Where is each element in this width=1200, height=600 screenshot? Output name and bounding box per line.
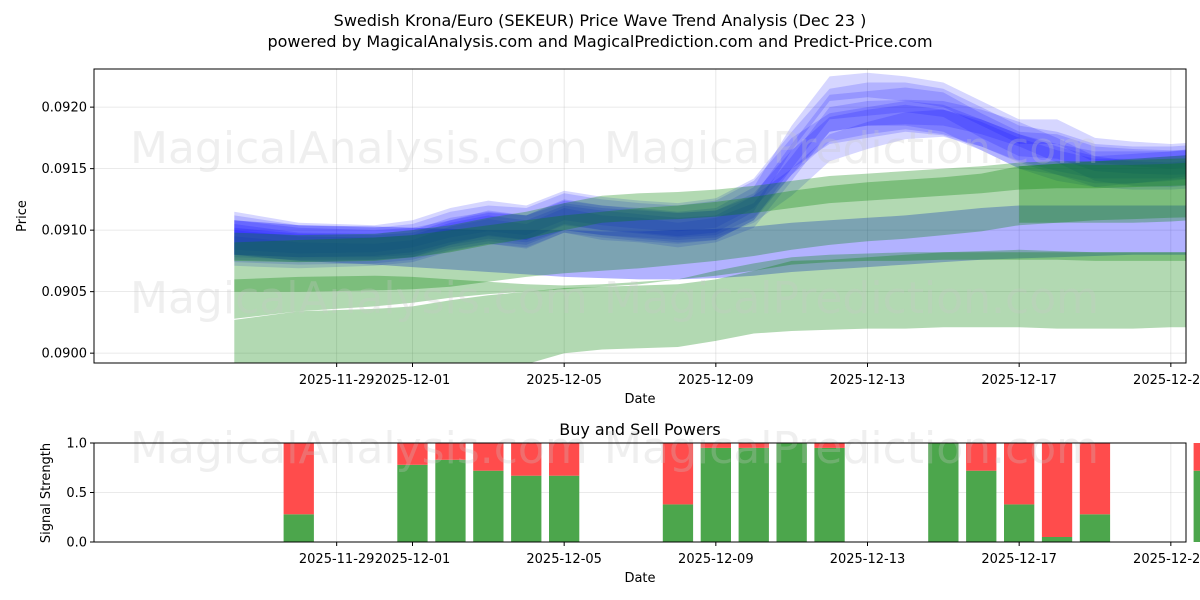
signal-x-tick-label: 2025-12-17 (981, 552, 1057, 567)
price-x-tick-label: 2025-12-09 (678, 373, 754, 388)
sell-bar (549, 443, 580, 476)
signal-panel: Buy and Sell Powers MagicalAnalysis.com … (39, 420, 1200, 586)
sell-bar (397, 443, 428, 465)
buy-bar (966, 470, 997, 542)
price-y-tick-label: 0.0915 (42, 162, 88, 177)
sell-bar (966, 443, 997, 471)
buy-bar (700, 447, 731, 542)
buy-bar (435, 459, 466, 542)
buy-bar (662, 504, 694, 542)
price-x-tick-label: 2025-11-29 (299, 373, 375, 388)
price-band (234, 99, 1186, 269)
price-y-label: Price (15, 200, 30, 232)
price-bands (234, 72, 1186, 363)
price-band (234, 101, 1186, 254)
buy-bar (1004, 504, 1035, 542)
watermark-analysis-bottom: MagicalAnalysis.com (130, 423, 588, 474)
chart-title: Swedish Krona/Euro (SEKEUR) Price Wave T… (334, 11, 867, 30)
sell-bar (662, 443, 694, 505)
signal-x-tick-label: 2025-12-21 (1133, 552, 1200, 567)
sell-bar (738, 443, 769, 448)
buy-bar (738, 447, 769, 542)
buy-bar (511, 475, 542, 542)
signal-y-tick-label: 0.5 (66, 486, 87, 501)
price-panel: MagicalAnalysis.com MagicalPrediction.co… (15, 68, 1200, 407)
signal-bars (283, 443, 1200, 542)
price-x-tick-label: 2025-12-05 (526, 373, 602, 388)
sell-bar (1193, 443, 1200, 471)
sell-bar (814, 443, 845, 448)
watermark-analysis-mid: MagicalAnalysis.com (130, 273, 588, 324)
signal-x-ticks: 2025-11-29 2025-12-01 2025-12-05 2025-12-09… (299, 542, 1200, 567)
buy-bar (397, 464, 428, 542)
price-x-ticks: 2025-11-29 2025-12-01 2025-12-05 2025-12-09… (299, 363, 1200, 388)
buy-bar (473, 470, 504, 542)
price-x-label: Date (624, 392, 655, 407)
price-y-ticks: 0.0900 0.0905 0.0910 0.0915 0.0920 (42, 101, 94, 362)
sell-bar (1079, 443, 1111, 515)
price-x-tick-label: 2025-12-13 (830, 373, 906, 388)
price-x-tick-label: 2025-12-21 (1133, 373, 1200, 388)
price-band (1019, 155, 1186, 223)
buy-bar (814, 447, 845, 542)
price-band (234, 109, 1186, 258)
signal-x-tick-label: 2025-12-05 (526, 552, 602, 567)
price-y-tick-label: 0.0910 (42, 224, 88, 239)
buy-bar (1041, 537, 1073, 542)
buy-bar (928, 443, 959, 542)
signal-y-ticks: 0.0 0.5 1.0 (66, 437, 94, 551)
price-band (234, 252, 1186, 319)
signal-x-tick-label: 2025-12-13 (830, 552, 906, 567)
buy-bar (1079, 514, 1111, 542)
price-plot-area (94, 69, 1186, 363)
signal-title: Buy and Sell Powers (559, 420, 721, 439)
price-y-tick-label: 0.0905 (42, 285, 88, 300)
price-band (234, 82, 1186, 265)
chart-subtitle: powered by MagicalAnalysis.com and Magic… (267, 32, 932, 51)
price-x-tick-label: 2025-12-17 (981, 373, 1057, 388)
price-band (234, 205, 1186, 280)
signal-y-tick-label: 1.0 (66, 437, 87, 452)
price-y-tick-label: 0.0900 (42, 347, 88, 362)
buy-bar (776, 443, 807, 542)
price-band (234, 87, 1186, 263)
sell-bar (1041, 443, 1073, 537)
sell-bar (700, 443, 731, 448)
sell-bar (435, 443, 466, 460)
sell-bar (283, 443, 314, 515)
watermark-prediction-mid: MagicalPrediction.com (604, 273, 1099, 324)
buy-bar (549, 475, 580, 542)
watermark-analysis-top: MagicalAnalysis.com (130, 123, 588, 174)
buy-bar (283, 514, 314, 542)
price-band (234, 158, 1186, 263)
watermark-prediction-bottom: MagicalPrediction.com (604, 423, 1099, 474)
price-grid (94, 69, 1186, 363)
buy-bar (1193, 470, 1200, 542)
signal-x-label: Date (624, 571, 655, 586)
price-band (234, 162, 1186, 292)
sell-bar (1004, 443, 1035, 505)
price-x-tick-label: 2025-12-01 (375, 373, 451, 388)
signal-x-tick-label: 2025-12-09 (678, 552, 754, 567)
watermark-prediction-top: MagicalPrediction.com (604, 123, 1099, 174)
signal-y-tick-label: 0.0 (66, 536, 87, 551)
price-band (234, 72, 1186, 258)
price-band (234, 249, 1186, 363)
signal-x-tick-label: 2025-11-29 (299, 552, 375, 567)
sell-bar (473, 443, 504, 471)
price-y-tick-label: 0.0920 (42, 101, 88, 116)
price-plot-frame (93, 68, 1187, 364)
signal-x-tick-label: 2025-12-01 (375, 552, 451, 567)
sell-bar (511, 443, 542, 476)
signal-y-label: Signal Strength (39, 443, 54, 543)
price-band (234, 104, 1186, 260)
